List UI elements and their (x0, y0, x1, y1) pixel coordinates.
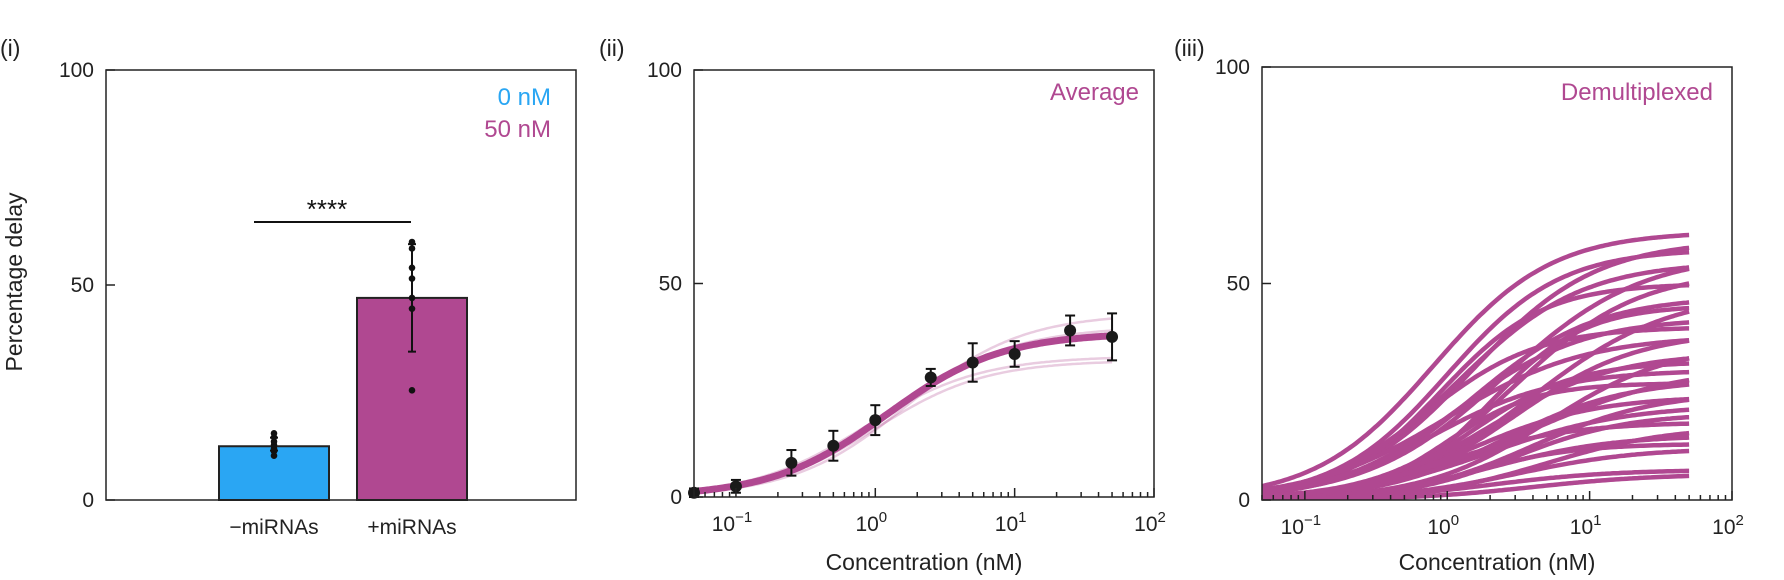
mean-point (1008, 347, 1021, 360)
x-tick-base: 10 (1134, 513, 1157, 536)
panel-ii-annotation: Average (1050, 79, 1139, 106)
data-point (408, 305, 416, 312)
panel-i-frame (105, 69, 577, 501)
data-point (408, 294, 416, 302)
x-tick-exponent: 0 (879, 509, 887, 526)
y-tick-label: 100 (59, 59, 94, 82)
data-point (408, 387, 416, 394)
demultiplexed-curve (1262, 337, 1690, 492)
panel-iii-label: (iii) (1174, 35, 1205, 61)
x-tick-label: 102 (1712, 512, 1744, 539)
data-point (408, 275, 416, 282)
mean-point (869, 414, 882, 427)
mean-point (924, 371, 937, 384)
data-point (408, 238, 416, 246)
x-tick-label: 10−1 (1281, 512, 1321, 539)
y-tick-label: 50 (71, 274, 94, 297)
mean-point (1064, 324, 1077, 337)
legend-0nm: 0 nM (498, 84, 551, 111)
demultiplexed-curve (1262, 232, 1690, 489)
x-tick-label: 102 (1134, 509, 1166, 536)
y-tick-label: 0 (670, 486, 682, 509)
x-tick-label: 101 (995, 509, 1027, 536)
panel-i: (i) Percentage delay 0 50 100 −miRNAs +miRN… (0, 35, 577, 539)
average-fit-line (693, 332, 1113, 495)
x-tick-exponent: 2 (1158, 509, 1166, 526)
mean-point (785, 456, 798, 469)
category-label: +miRNAs (367, 516, 456, 539)
y-tick-label: 100 (647, 59, 682, 82)
x-tick-label: 101 (1570, 512, 1602, 539)
category-label: −miRNAs (229, 516, 318, 539)
x-tick-base: 10 (1427, 516, 1450, 539)
data-point (408, 245, 416, 252)
mean-point (966, 356, 979, 369)
panel-iii-annotation: Demultiplexed (1561, 79, 1713, 106)
x-tick-exponent: −1 (735, 509, 752, 526)
x-tick-exponent: −1 (1304, 512, 1321, 529)
panel-i-ylabel: Percentage delay (1, 192, 27, 372)
y-tick-label: 0 (1238, 489, 1250, 512)
x-tick-exponent: 0 (1451, 512, 1459, 529)
panel-ii-xlabel: Concentration (nM) (826, 549, 1023, 575)
significance-label: **** (307, 194, 347, 224)
x-tick-base: 10 (1570, 516, 1593, 539)
demultiplexed-curve (1262, 421, 1690, 499)
panel-iii-xlabel: Concentration (nM) (1399, 549, 1596, 575)
y-tick-label: 100 (1215, 56, 1250, 79)
x-tick-base: 10 (855, 513, 878, 536)
demultiplexed-curve (1262, 473, 1690, 500)
panel-iii-frame (1261, 66, 1733, 501)
replicate-fit-line (693, 356, 1113, 492)
replicate-fit-line (693, 360, 1113, 494)
y-tick-label: 50 (659, 273, 682, 296)
panel-ii-frame (693, 69, 1155, 498)
x-tick-base: 10 (1281, 516, 1304, 539)
panel-i-label: (i) (0, 35, 20, 61)
demultiplexed-curve (1262, 369, 1690, 495)
x-tick-base: 10 (1712, 516, 1735, 539)
y-tick-label: 50 (1227, 273, 1250, 296)
mean-point (827, 439, 840, 452)
x-tick-base: 10 (712, 513, 735, 536)
mean-point (729, 480, 742, 493)
data-point (270, 430, 278, 437)
y-tick-label: 0 (82, 489, 94, 512)
x-tick-label: 100 (855, 509, 887, 536)
panel-ii-label: (ii) (599, 35, 625, 61)
x-tick-exponent: 1 (1018, 509, 1026, 526)
x-tick-label: 100 (1427, 512, 1459, 539)
mean-point (1106, 330, 1119, 343)
x-tick-base: 10 (995, 513, 1018, 536)
x-tick-exponent: 1 (1593, 512, 1601, 529)
data-point (408, 264, 416, 272)
x-tick-label: 10−1 (712, 509, 752, 536)
x-tick-exponent: 2 (1736, 512, 1744, 529)
legend-50nm: 50 nM (484, 116, 551, 143)
